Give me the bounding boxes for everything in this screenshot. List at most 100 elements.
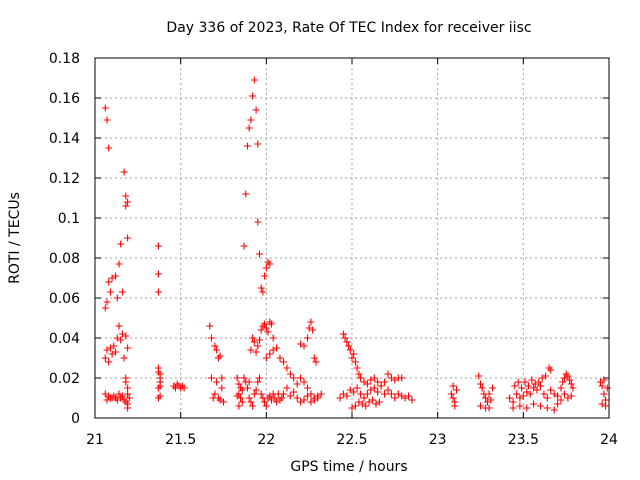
data-point — [557, 396, 565, 404]
data-point — [543, 394, 551, 402]
data-point — [213, 378, 221, 386]
data-point — [542, 372, 550, 380]
data-point — [261, 320, 269, 328]
data-point — [447, 390, 455, 398]
data-point — [262, 402, 270, 410]
data-point — [283, 364, 291, 372]
data-point — [257, 326, 265, 334]
data-point — [156, 374, 164, 382]
data-point — [350, 350, 358, 358]
data-point — [487, 396, 495, 404]
data-point — [341, 334, 349, 342]
data-point — [250, 390, 258, 398]
data-point — [564, 372, 572, 380]
data-point — [256, 250, 263, 258]
data-point — [343, 392, 351, 400]
data-point — [405, 392, 412, 400]
data-point — [106, 288, 114, 296]
data-point — [567, 392, 575, 400]
data-point — [304, 392, 311, 400]
data-point — [475, 372, 483, 380]
data-point — [449, 382, 457, 390]
data-point — [391, 394, 399, 402]
data-point — [266, 350, 274, 358]
data-point — [314, 394, 322, 402]
data-point — [290, 374, 298, 382]
data-point — [101, 354, 109, 362]
data-point — [355, 370, 363, 378]
x-tick-label: 21 — [86, 432, 104, 448]
grid-lines — [95, 58, 609, 418]
data-point — [290, 388, 298, 396]
data-point — [117, 240, 125, 248]
data-point — [220, 398, 227, 406]
data-point — [278, 394, 286, 402]
x-tick-label: 23 — [429, 432, 447, 448]
data-point — [125, 394, 133, 402]
data-point — [122, 378, 130, 386]
data-point — [154, 242, 162, 250]
data-point — [115, 260, 123, 268]
data-point — [103, 116, 111, 124]
data-point — [377, 382, 385, 390]
data-point — [547, 386, 555, 394]
data-point — [254, 140, 262, 148]
data-point — [105, 358, 113, 366]
data-point — [339, 330, 347, 338]
data-point — [262, 264, 270, 272]
data-point — [266, 260, 274, 268]
data-point — [256, 336, 263, 344]
data-point — [600, 376, 608, 384]
data-point — [211, 390, 219, 398]
data-point — [110, 342, 118, 350]
data-point — [360, 394, 368, 402]
data-point — [370, 384, 378, 392]
data-point — [408, 396, 416, 404]
data-point — [245, 124, 253, 132]
data-point — [103, 298, 111, 306]
y-tick-label: 0.06 — [49, 291, 80, 307]
data-point — [238, 398, 246, 406]
data-point — [525, 382, 532, 390]
data-point — [122, 332, 130, 340]
x-tick-label: 22 — [257, 432, 275, 448]
data-point — [297, 374, 305, 382]
data-point — [346, 346, 354, 354]
data-point — [118, 392, 126, 400]
data-point — [603, 384, 611, 392]
data-point — [384, 386, 392, 394]
data-point — [602, 396, 610, 404]
data-point — [345, 342, 353, 350]
data-point — [254, 378, 262, 386]
y-tick-label: 0.16 — [49, 91, 80, 107]
data-point — [247, 398, 255, 406]
data-point — [293, 380, 301, 388]
data-point — [398, 374, 406, 382]
data-point — [451, 402, 459, 410]
data-point — [477, 402, 484, 410]
data-point — [547, 366, 555, 374]
data-point — [122, 192, 130, 200]
x-tick-label: 24 — [600, 432, 618, 448]
plot-frame — [94, 57, 610, 419]
data-point — [238, 386, 246, 394]
data-point — [254, 342, 262, 350]
data-point — [247, 116, 255, 124]
x-tick-label: 21.5 — [165, 432, 196, 448]
data-point — [523, 404, 531, 412]
data-point — [208, 334, 215, 342]
data-point — [307, 318, 315, 326]
data-points — [101, 76, 611, 414]
data-point — [363, 390, 371, 398]
data-point — [156, 382, 164, 390]
data-point — [387, 390, 395, 398]
data-point — [124, 384, 132, 392]
data-point — [112, 348, 120, 356]
data-point — [557, 384, 565, 392]
data-point — [124, 198, 132, 206]
data-point — [304, 384, 311, 392]
data-point — [485, 390, 493, 398]
data-point — [213, 346, 221, 354]
x-tick-labels: 21 21.5 22 22.5 23 23.5 24 — [86, 432, 618, 448]
data-point — [518, 384, 526, 392]
